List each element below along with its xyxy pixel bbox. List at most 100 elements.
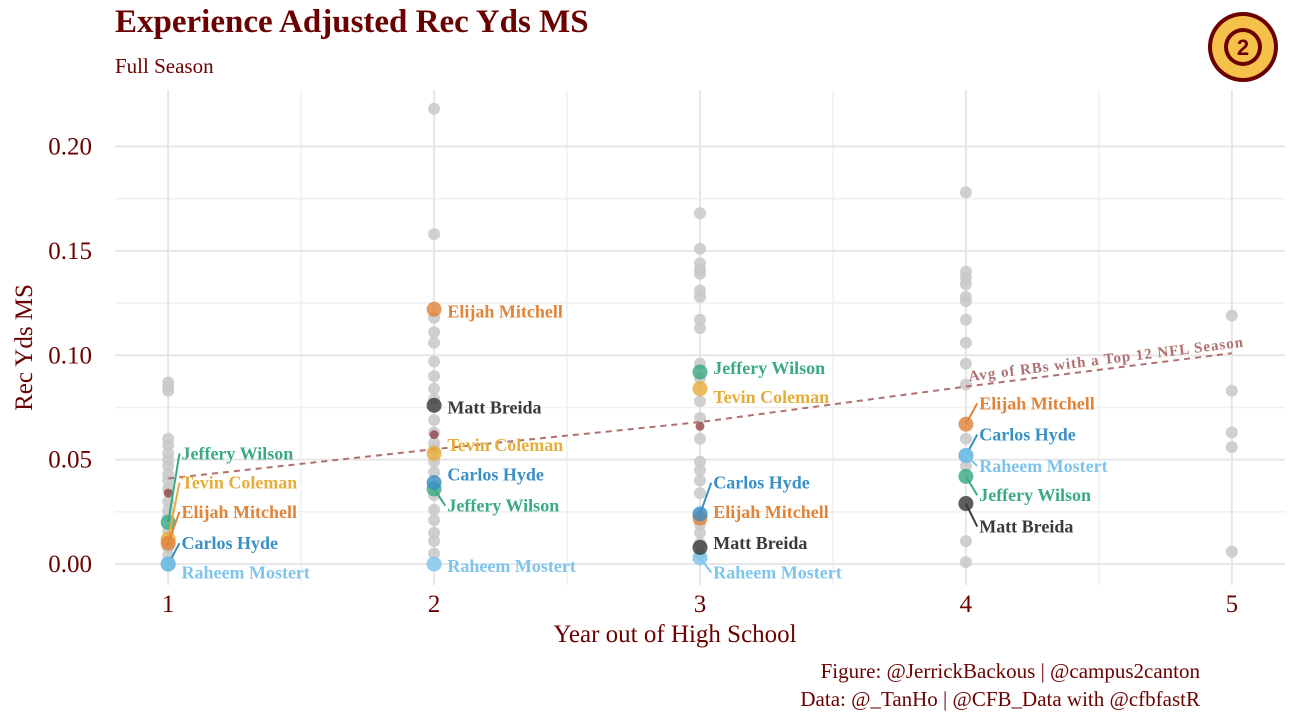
background-point: [1225, 384, 1238, 397]
player-label: Elijah Mitchell: [979, 393, 1095, 413]
y-tick-label: 0.20: [48, 133, 92, 160]
player-label: Jeffery Wilson: [713, 358, 825, 378]
background-point: [428, 526, 441, 539]
player-label: Elijah Mitchell: [713, 502, 829, 522]
chart-caption: Figure: @JerrickBackous | @campus2canton…: [800, 657, 1200, 713]
x-tick-label: 2: [428, 591, 441, 618]
x-tick-label: 1: [162, 591, 175, 618]
player-point: [426, 397, 442, 413]
player-point: [692, 550, 708, 566]
player-series: Jeffery Wilson Jeffery Wilson Jeffery Wils…: [160, 301, 1108, 582]
campus2canton-logo-icon: 2: [1208, 12, 1278, 82]
background-point: [959, 336, 972, 349]
background-point: [162, 459, 175, 472]
player-point: [958, 468, 974, 484]
y-tick-label: 0.00: [48, 551, 92, 578]
player-point: [692, 539, 708, 555]
background-point: [1225, 309, 1238, 322]
background-point: [959, 459, 972, 472]
background-point: [428, 414, 441, 426]
y-tick-label: 0.10: [48, 342, 92, 369]
player-point: [426, 556, 442, 572]
background-point: [959, 186, 972, 199]
background-point: [694, 432, 706, 445]
x-tick-label: 4: [960, 591, 973, 618]
x-axis-title: Year out of High School: [553, 621, 796, 648]
background-point: [694, 207, 706, 220]
avg-line: [168, 352, 1232, 480]
reference-point: [695, 421, 705, 431]
player-label: Jeffery Wilson: [447, 496, 559, 516]
background-point: [694, 395, 706, 408]
background-point: [694, 242, 706, 255]
player-label: Matt Breida: [979, 517, 1073, 537]
player-point: [160, 556, 176, 572]
player-point: [958, 448, 974, 464]
x-tick-label: 5: [1226, 591, 1239, 618]
player-label: Tevin Coleman: [447, 435, 563, 455]
player-label: Carlos Hyde: [447, 464, 544, 484]
reference-point: [163, 488, 173, 498]
player-label: Tevin Coleman: [713, 387, 829, 407]
background-point: [694, 464, 706, 477]
label-connector: [167, 482, 181, 540]
reference-point: [429, 430, 439, 440]
player-point: [958, 416, 974, 432]
background-point: [428, 466, 441, 479]
background-point: [428, 503, 441, 516]
background-point: [694, 526, 706, 539]
background-point: [428, 336, 441, 349]
player-point: [426, 301, 442, 317]
player-label: Raheem Mostert: [181, 562, 309, 582]
background-point: [428, 326, 441, 339]
background-point: [428, 355, 441, 368]
player-point: [692, 364, 708, 380]
y-axis-title: Rec Yds MS: [11, 284, 38, 411]
background-point: [694, 474, 706, 487]
player-label: Matt Breida: [713, 533, 807, 553]
player-label: Elijah Mitchell: [447, 301, 563, 321]
background-points: [162, 102, 1238, 569]
avg-line-label: Avg of RBs with a Top 12 NFL Season: [968, 335, 1245, 385]
background-point: [694, 322, 706, 335]
caption-line-1: Figure: @JerrickBackous | @campus2canton: [820, 659, 1200, 683]
player-label: Carlos Hyde: [979, 425, 1076, 445]
background-point: [694, 455, 706, 468]
background-point: [959, 432, 972, 445]
background-point: [428, 547, 441, 560]
player-label: Matt Breida: [447, 397, 541, 417]
background-point: [162, 439, 175, 452]
player-label: Elijah Mitchell: [181, 502, 297, 522]
background-point: [428, 382, 441, 395]
background-point: [959, 535, 972, 548]
background-point: [959, 294, 972, 307]
axes: 0.00 0.05 0.10 0.15 0.20 1 2 3 4 5 Year out of Hig…: [11, 133, 1238, 648]
player-label: Carlos Hyde: [713, 473, 810, 493]
player-point: [426, 445, 442, 461]
chart-title: Experience Adjusted Rec Yds MS: [115, 4, 589, 40]
background-point: [694, 411, 706, 424]
background-point: [959, 278, 972, 291]
background-point: [428, 370, 441, 383]
background-point: [428, 514, 441, 527]
player-point: [692, 381, 708, 397]
player-label: Jeffery Wilson: [979, 485, 1091, 505]
player-point: [958, 496, 974, 512]
player-label: Raheem Mostert: [447, 556, 575, 576]
logo-center-text: 2: [1237, 35, 1249, 60]
background-point: [694, 290, 706, 303]
label-connector: [167, 453, 181, 523]
y-tick-label: 0.05: [48, 447, 92, 474]
background-point: [959, 313, 972, 326]
background-point: [1225, 441, 1238, 454]
background-point: [694, 313, 706, 326]
player-label: Raheem Mostert: [979, 456, 1107, 476]
background-point: [428, 102, 441, 115]
x-tick-label: 3: [694, 591, 707, 618]
background-point: [1225, 426, 1238, 439]
caption-line-2: Data: @_TanHo | @CFB_Data with @cfbfastR: [800, 687, 1200, 711]
background-point: [694, 267, 706, 280]
player-point: [426, 475, 442, 491]
player-label: Tevin Coleman: [181, 473, 297, 493]
